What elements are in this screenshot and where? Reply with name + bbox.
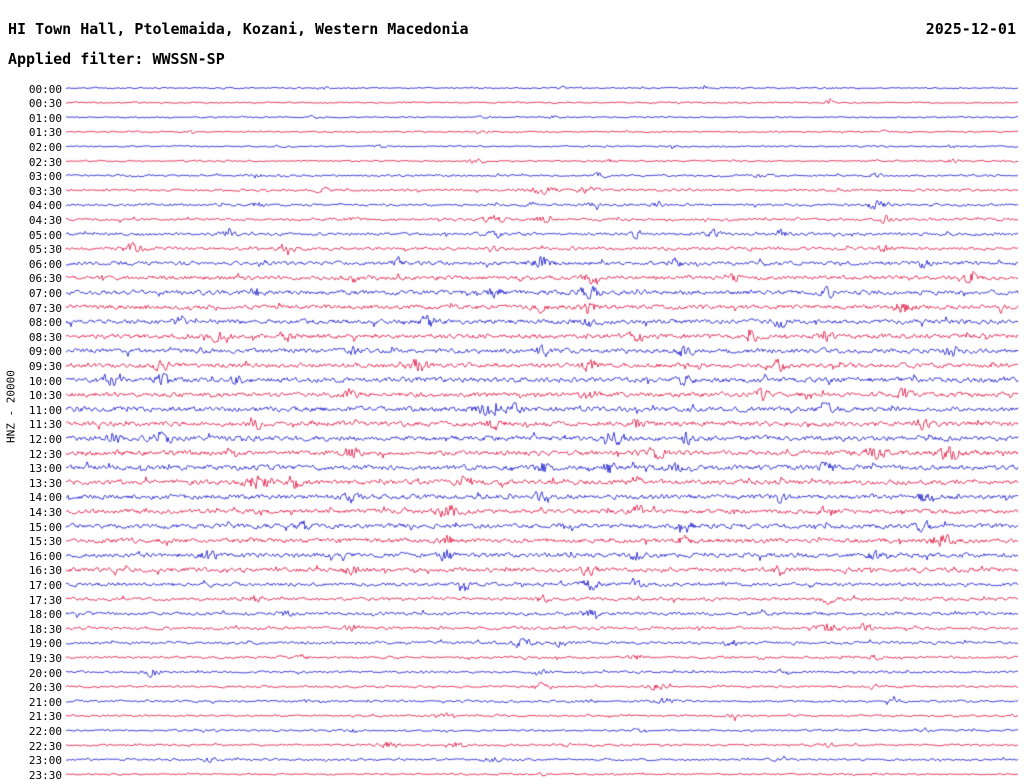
time-label: 07:30 — [28, 301, 62, 315]
time-label: 00:00 — [28, 82, 62, 96]
time-label: 10:00 — [28, 374, 62, 388]
time-label: 10:30 — [28, 389, 62, 403]
time-axis-labels: 00:00 00:30 01:00 01:30 02:00 02:30 03:00 03:30… — [0, 0, 64, 780]
time-label: 13:30 — [28, 476, 62, 490]
time-label: 18:00 — [28, 608, 62, 622]
time-label: 06:30 — [28, 272, 62, 286]
time-label: 11:30 — [28, 418, 62, 432]
time-label: 22:30 — [28, 739, 62, 753]
time-label: 03:30 — [28, 184, 62, 198]
time-label: 04:00 — [28, 199, 62, 213]
time-label: 15:30 — [28, 535, 62, 549]
time-label: 04:30 — [28, 213, 62, 227]
time-label: 13:00 — [28, 462, 62, 476]
time-label: 14:30 — [28, 505, 62, 519]
time-label: 00:30 — [28, 97, 62, 111]
time-label: 08:00 — [28, 316, 62, 330]
time-label: 18:30 — [28, 622, 62, 636]
time-label: 05:30 — [28, 243, 62, 257]
time-label: 15:00 — [28, 520, 62, 534]
time-label: 09:30 — [28, 359, 62, 373]
time-label: 12:00 — [28, 432, 62, 446]
time-label: 20:00 — [28, 666, 62, 680]
time-label: 21:30 — [28, 710, 62, 724]
time-label: 02:30 — [28, 155, 62, 169]
time-label: 17:00 — [28, 578, 62, 592]
time-label: 09:00 — [28, 345, 62, 359]
time-label: 11:00 — [28, 403, 62, 417]
time-label: 12:30 — [28, 447, 62, 461]
time-label: 01:00 — [28, 111, 62, 125]
time-label: 19:30 — [28, 651, 62, 665]
time-label: 06:00 — [28, 257, 62, 271]
time-label: 22:00 — [28, 724, 62, 738]
time-label: 16:30 — [28, 564, 62, 578]
time-label: 02:00 — [28, 140, 62, 154]
time-label: 21:00 — [28, 695, 62, 709]
time-label: 05:00 — [28, 228, 62, 242]
time-label: 01:30 — [28, 126, 62, 140]
time-label: 23:30 — [28, 768, 62, 780]
time-label: 16:00 — [28, 549, 62, 563]
time-label: 17:30 — [28, 593, 62, 607]
time-label: 23:00 — [28, 754, 62, 768]
time-label: 03:00 — [28, 170, 62, 184]
time-label: 20:30 — [28, 681, 62, 695]
time-label: 08:30 — [28, 330, 62, 344]
time-label: 07:00 — [28, 286, 62, 300]
time-label: 14:00 — [28, 491, 62, 505]
time-label: 19:00 — [28, 637, 62, 651]
